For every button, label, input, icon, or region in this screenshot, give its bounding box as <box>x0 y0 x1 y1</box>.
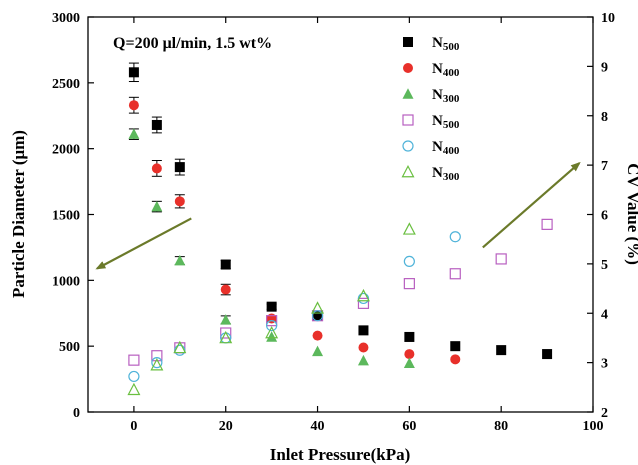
legend-marker-4 <box>402 140 414 152</box>
x-tick-label: 40 <box>311 419 325 434</box>
y-right-tick-label: 10 <box>601 11 615 26</box>
x-tick-label: 100 <box>583 419 604 434</box>
data-point-right-square-500 <box>449 268 461 280</box>
data-point-right-square-500 <box>541 218 553 230</box>
data-point-left-triangle-300 <box>128 128 140 139</box>
y-right-tick-label: 4 <box>601 307 608 322</box>
y-left-tick-label: 2000 <box>52 143 80 158</box>
legend-label-1: N400 <box>432 61 460 79</box>
data-point-left-triangle-300 <box>220 314 232 325</box>
data-point-right-circle-400 <box>403 255 415 268</box>
data-point-right-square-500 <box>266 315 278 327</box>
legend-label-2: N300 <box>432 87 460 105</box>
data-point-left-circle-400 <box>404 349 415 360</box>
y-left-tick-label: 1500 <box>52 209 80 224</box>
y-left-tick-label: 0 <box>73 406 80 421</box>
data-point-right-triangle-300 <box>311 301 325 314</box>
data-point-left-circle-400 <box>174 196 185 207</box>
arrows-layer <box>95 161 581 270</box>
legend-label-4: N400 <box>432 139 460 157</box>
data-point-left-square-500 <box>266 301 277 312</box>
data-point-left-square-500 <box>496 345 507 356</box>
data-point-right-circle-400 <box>311 310 324 322</box>
data-point-left-square-500 <box>404 331 415 342</box>
data-point-right-triangle-300 <box>356 288 370 302</box>
data-point-left-circle-400 <box>151 163 162 174</box>
legend-marker-1 <box>403 63 413 73</box>
data-point-left-square-500 <box>450 341 461 352</box>
x-tick-label: 60 <box>402 419 416 434</box>
legend-label-0: N500 <box>432 35 460 53</box>
y-right-tick-label: 6 <box>601 209 608 224</box>
data-point-right-triangle-300 <box>219 330 233 344</box>
y-left-tick-label: 1000 <box>52 274 80 289</box>
y-right-tick-label: 8 <box>601 110 608 125</box>
legend-label-5: N300 <box>432 165 460 183</box>
data-point-right-circle-400 <box>266 319 278 332</box>
x-tick-label: 0 <box>130 419 137 434</box>
data-point-left-circle-400 <box>128 100 139 111</box>
data-point-right-triangle-300 <box>150 358 164 371</box>
data-point-right-circle-400 <box>128 370 140 383</box>
data-point-right-square-500 <box>357 297 370 309</box>
data-point-left-triangle-300 <box>266 331 278 342</box>
data-point-right-square-500 <box>151 350 163 362</box>
legend: N500 N400 N300 N500 N400 N300 <box>401 35 460 183</box>
data-point-left-square-500 <box>174 162 185 173</box>
y-axis-label-left: Particle Diameter (μm) <box>9 130 28 298</box>
legend-label-3: N500 <box>432 113 460 131</box>
x-axis-label: Inlet Pressure(kPa) <box>270 445 411 464</box>
legend-marker-2 <box>402 88 414 99</box>
y-left-tick-label: 500 <box>59 340 80 355</box>
data-point-right-triangle-300 <box>265 325 279 339</box>
y-right-tick-label: 5 <box>601 258 608 273</box>
y-left-tick-label: 2500 <box>52 77 80 92</box>
data-point-left-square-500 <box>128 67 139 78</box>
ticks-layer: 0 20 40 60 80 1000500100015002000250030002345… <box>52 11 615 434</box>
plot-frame <box>87 16 594 413</box>
y-axis-label-right: CV Value (%) <box>624 163 638 265</box>
trend-arrow <box>482 161 581 249</box>
data-point-right-triangle-300 <box>402 222 416 235</box>
legend-marker-0 <box>403 37 413 47</box>
data-point-left-triangle-300 <box>357 354 369 366</box>
legend-marker-5 <box>401 164 415 178</box>
data-point-left-square-500 <box>151 119 162 130</box>
x-tick-label: 20 <box>219 419 233 434</box>
data-point-left-square-500 <box>358 325 369 336</box>
y-right-tick-label: 2 <box>601 406 608 421</box>
data-point-right-circle-400 <box>174 344 186 356</box>
data-point-left-triangle-300 <box>174 254 186 266</box>
data-point-left-circle-400 <box>358 342 369 353</box>
y-right-tick-label: 9 <box>601 60 608 75</box>
data-point-right-square-500 <box>128 354 140 366</box>
data-point-left-circle-400 <box>312 330 323 341</box>
y-left-tick-label: 3000 <box>52 11 80 26</box>
data-point-right-circle-400 <box>151 357 163 369</box>
data-point-left-circle-400 <box>220 284 231 295</box>
x-tick-label: 80 <box>494 419 508 434</box>
legend-marker-3 <box>402 114 414 126</box>
y-right-tick-label: 3 <box>601 357 608 372</box>
data-point-left-square-500 <box>312 310 323 321</box>
data-point-right-square-500 <box>403 278 415 290</box>
data-point-left-square-500 <box>220 259 231 270</box>
points-layer <box>127 62 553 396</box>
y-right-tick-label: 7 <box>601 159 608 174</box>
data-point-left-triangle-300 <box>151 200 163 212</box>
data-point-left-square-500 <box>542 349 553 360</box>
data-point-right-square-500 <box>220 327 232 339</box>
trend-arrow <box>95 217 192 270</box>
data-point-right-square-500 <box>495 253 507 265</box>
data-point-left-circle-400 <box>450 354 461 365</box>
data-point-right-circle-400 <box>357 292 370 305</box>
annotation-text: Q=200 μl/min, 1.5 wt% <box>113 35 272 52</box>
data-point-right-circle-400 <box>449 231 461 243</box>
data-point-right-triangle-300 <box>173 340 187 354</box>
data-point-left-triangle-300 <box>403 357 415 369</box>
data-point-left-triangle-300 <box>312 345 324 357</box>
data-point-right-triangle-300 <box>127 382 141 396</box>
